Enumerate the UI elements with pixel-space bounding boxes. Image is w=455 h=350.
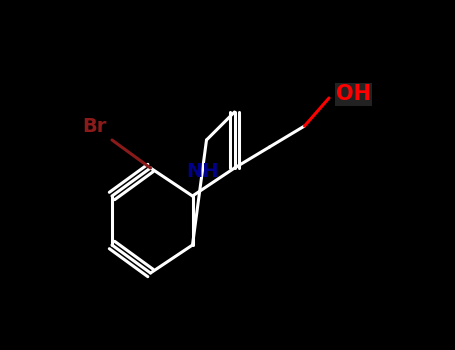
Text: Br: Br bbox=[82, 117, 106, 135]
Text: NH: NH bbox=[187, 162, 219, 181]
Text: OH: OH bbox=[336, 84, 371, 105]
